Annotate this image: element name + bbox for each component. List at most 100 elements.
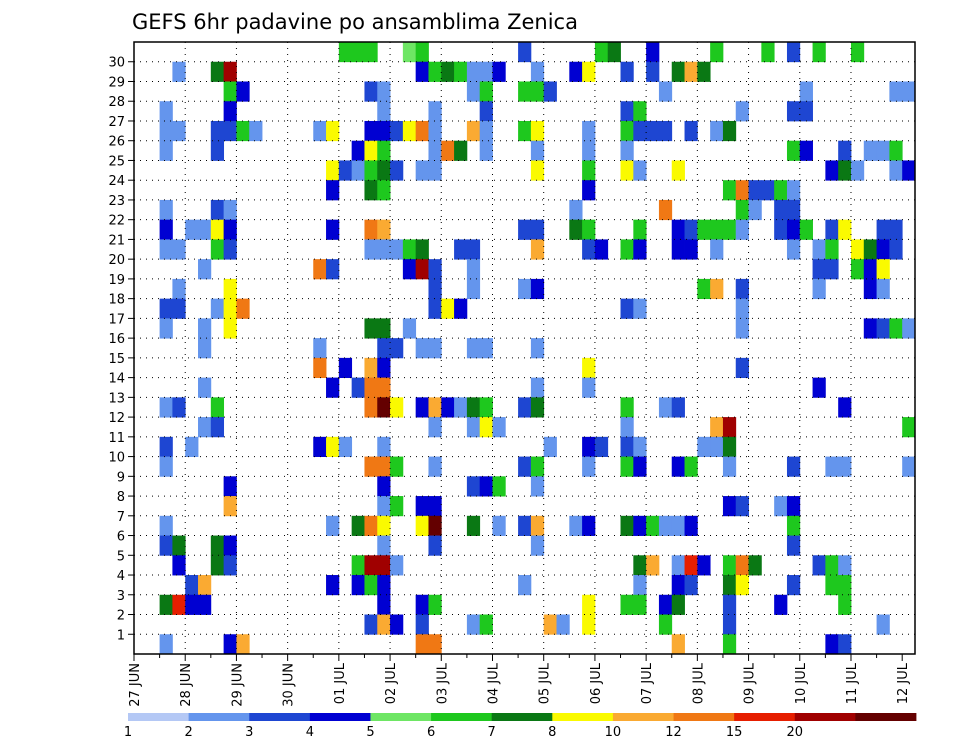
legend-swatch (612, 713, 674, 721)
heatmap-cell (390, 614, 404, 635)
heatmap-cell (722, 417, 737, 438)
heatmap-cell (466, 120, 481, 142)
heatmap-cell (697, 555, 711, 576)
heatmap-cell (492, 417, 506, 438)
heatmap-cell (454, 397, 468, 418)
x-tick-label: 11 JUL (845, 662, 860, 704)
heatmap-cell (582, 61, 596, 82)
heatmap-cell (863, 239, 877, 260)
heatmap-cell (185, 594, 199, 615)
heatmap-cell (786, 42, 801, 63)
heatmap-cell (402, 259, 417, 280)
heatmap-cell (697, 436, 711, 457)
heatmap-cell (876, 239, 890, 260)
heatmap-cell (620, 298, 634, 319)
heatmap-cell (415, 61, 429, 82)
heatmap-cell (838, 634, 852, 655)
heatmap-cell (786, 219, 801, 240)
heatmap-cell (479, 61, 493, 82)
x-tick-label: 30 JUN (282, 663, 297, 707)
heatmap-cell (774, 594, 788, 615)
heatmap-cell (223, 535, 237, 556)
heatmap-cell (390, 496, 404, 517)
heatmap-cell (236, 81, 250, 102)
heatmap-cell (428, 515, 442, 536)
heatmap-cell (364, 456, 378, 477)
heatmap-cell (364, 42, 378, 63)
heatmap-cell (223, 555, 237, 576)
heatmap-cell (863, 318, 877, 339)
plot-frame (133, 41, 916, 655)
x-tick-label: 28 JUN (179, 663, 194, 707)
heatmap-cell (441, 140, 455, 161)
heatmap-cell (518, 278, 532, 300)
heatmap-cell (825, 575, 839, 596)
heatmap-cell (428, 101, 442, 122)
heatmap-cell (774, 180, 788, 201)
heatmap-cell (684, 120, 698, 142)
heatmap-cell (620, 515, 634, 536)
y-tick-label: 21 (108, 233, 125, 248)
y-tick-label: 9 (117, 470, 125, 485)
heatmap-cell (377, 140, 391, 161)
heatmap-cell (530, 535, 545, 556)
heatmap-cell (530, 140, 545, 161)
heatmap-cell (620, 101, 634, 122)
heatmap-cell (338, 42, 353, 63)
heatmap-cell (684, 61, 698, 82)
heatmap-cell (313, 338, 327, 359)
y-tick-label: 26 (108, 135, 125, 150)
heatmap-cell (722, 594, 737, 615)
heatmap-cell (313, 259, 327, 280)
heatmap-cell (390, 239, 404, 260)
heatmap-cell (722, 496, 737, 517)
heatmap-cell (172, 120, 186, 142)
heatmap-cell (236, 634, 250, 655)
legend-swatch (188, 713, 250, 721)
heatmap-cell (607, 42, 621, 63)
heatmap-cell (223, 219, 237, 240)
heatmap-cell (326, 160, 340, 181)
heatmap-cell (210, 61, 225, 82)
heatmap-cell (710, 120, 724, 142)
heatmap-cell (466, 338, 481, 359)
heatmap-cell (377, 456, 391, 477)
heatmap-cell (838, 160, 852, 181)
heatmap-cell (159, 101, 173, 122)
heatmap-cell (825, 634, 839, 655)
heatmap-cell (159, 318, 173, 339)
heatmap-cell (722, 456, 737, 477)
heatmap-cell (671, 634, 685, 655)
heatmap-cell (351, 515, 365, 536)
heatmap-cell (326, 575, 340, 596)
heatmap-cell (159, 120, 173, 142)
heatmap-cell (582, 140, 596, 161)
heatmap-cell (377, 219, 391, 240)
heatmap-cell (633, 160, 647, 181)
heatmap-cell (735, 278, 749, 300)
heatmap-cell (466, 278, 481, 300)
heatmap-cell (185, 575, 199, 596)
heatmap-cell (172, 594, 186, 615)
heatmap-cell (172, 298, 186, 319)
heatmap-cell (799, 101, 813, 122)
heatmap-cell (415, 594, 429, 615)
legend-swatch (431, 713, 493, 721)
heatmap-cell (710, 436, 724, 457)
heatmap-cell (159, 634, 173, 655)
heatmap-cell (377, 239, 391, 260)
legend-label: 7 (488, 725, 496, 740)
heatmap-cell (466, 397, 481, 418)
heatmap-cell (364, 120, 378, 142)
heatmap-cell (223, 101, 237, 122)
heatmap-cell (620, 417, 634, 438)
heatmap-cell (838, 397, 852, 418)
heatmap-cell (326, 436, 340, 457)
x-tick-label: 03 JUL (435, 662, 450, 704)
heatmap-cell (466, 259, 481, 280)
heatmap-cell (633, 436, 647, 457)
heatmap-cell (172, 239, 186, 260)
heatmap-cell (428, 140, 442, 161)
heatmap-cell (658, 199, 673, 221)
heatmap-cell (428, 160, 442, 181)
